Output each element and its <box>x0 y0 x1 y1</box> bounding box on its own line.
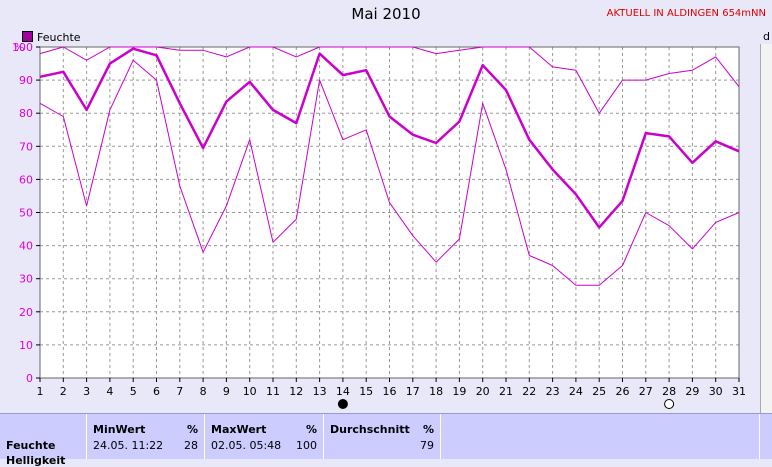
x-tick-label: 26 <box>616 385 630 398</box>
station-label: AKTUELL IN ALDINGEN 654mNN <box>606 8 766 19</box>
stats-label-cell: Feuchte Helligkeit <box>0 414 87 467</box>
y-tick-label: 100 <box>12 41 33 54</box>
series-line-min <box>39 59 740 286</box>
x-tick-label: 4 <box>106 385 113 398</box>
stats-min-cell: MinWert % 24.05. 11:22 28 <box>87 414 205 459</box>
y-tick-label: 80 <box>19 107 33 120</box>
x-tick-label: 27 <box>639 385 653 398</box>
x-tick-label: 9 <box>223 385 230 398</box>
full-moon-icon <box>664 399 675 409</box>
x-tick-label: 25 <box>592 385 606 398</box>
stats-max-cell: MaxWert % 02.05. 05:48 100 <box>205 414 324 459</box>
x-tick-label: 10 <box>243 385 257 398</box>
y-tick-label: 0 <box>26 372 33 385</box>
y-axis-ticks: 0 10 20 30 40 50 60 70 80 90 100 <box>12 41 40 385</box>
x-tick-label: 30 <box>709 385 723 398</box>
vertical-scrollbar[interactable] <box>760 44 772 414</box>
x-tick-label: 23 <box>546 385 560 398</box>
x-tick-label: 12 <box>289 385 303 398</box>
chart-title: Mai 2010 <box>351 5 421 23</box>
x-tick-label: 3 <box>83 385 90 398</box>
x-tick-label: 17 <box>406 385 420 398</box>
legend-label: Feuchte <box>37 31 81 44</box>
x-tick-label: 29 <box>685 385 699 398</box>
stats-avg-cell: Durchschnitt % 79 <box>324 414 441 459</box>
series-line-max <box>39 46 740 114</box>
x-tick-label: 16 <box>383 385 397 398</box>
min-header: MinWert <box>93 423 146 436</box>
avg-value: 79 <box>420 439 434 452</box>
y-tick-label: 90 <box>19 74 33 87</box>
min-unit: % <box>186 423 198 436</box>
x-tick-label: 20 <box>476 385 490 398</box>
x-tick-label: 1 <box>37 385 44 398</box>
legend: Feuchte <box>22 31 81 44</box>
new-moon-icon <box>337 399 348 409</box>
x-tick-label: 8 <box>200 385 207 398</box>
stats-empty-cell <box>441 414 760 459</box>
x-tick-label: 14 <box>336 385 350 398</box>
y-tick-label: 30 <box>19 273 33 286</box>
stats-row-label: Feuchte <box>6 439 56 452</box>
x-tick-label: 5 <box>130 385 137 398</box>
x-tick-label: 7 <box>176 385 183 398</box>
stats-row-label-cut: Helligkeit <box>6 454 66 467</box>
x-tick-label: 19 <box>452 385 466 398</box>
max-date: 02.05. 05:48 <box>211 439 282 452</box>
x-tick-label: 15 <box>359 385 373 398</box>
y-tick-label: 70 <box>19 140 33 153</box>
max-header: MaxWert <box>211 423 267 436</box>
x-tick-label: 13 <box>313 385 327 398</box>
series-lines <box>39 46 740 286</box>
x-tick-label: 28 <box>662 385 676 398</box>
avg-header: Durchschnitt <box>330 423 410 436</box>
x-tick-label: 31 <box>732 385 746 398</box>
x-tick-label: 21 <box>499 385 513 398</box>
avg-unit: % <box>422 423 434 436</box>
y-axis-label: % <box>14 41 24 54</box>
x-tick-label: 18 <box>429 385 443 398</box>
x-tick-label: 6 <box>153 385 160 398</box>
y-tick-label: 20 <box>19 306 33 319</box>
y-tick-label: 10 <box>19 339 33 352</box>
y-tick-label: 40 <box>19 240 33 253</box>
max-unit: % <box>305 423 317 436</box>
right-axis-label-fragment: d <box>763 30 770 43</box>
x-tick-label: 2 <box>60 385 67 398</box>
x-tick-label: 24 <box>569 385 583 398</box>
series-line-avg <box>39 47 740 229</box>
x-axis-ticks: 1 2 3 4 5 6 7 8 9 10 11 12 13 14 15 16 17 18 19 20 21 22 23 24 2… <box>37 378 746 398</box>
stats-bar: Feuchte Helligkeit MinWert % 24.05. 11:2… <box>0 413 772 467</box>
moon-markers <box>337 399 675 409</box>
y-tick-label: 60 <box>19 173 33 186</box>
min-value: 28 <box>184 439 198 452</box>
y-tick-label: 50 <box>19 207 33 220</box>
legend-swatch <box>22 31 33 42</box>
x-tick-label: 11 <box>266 385 280 398</box>
min-date: 24.05. 11:22 <box>93 439 164 452</box>
max-value: 100 <box>296 439 317 452</box>
x-tick-label: 22 <box>522 385 536 398</box>
